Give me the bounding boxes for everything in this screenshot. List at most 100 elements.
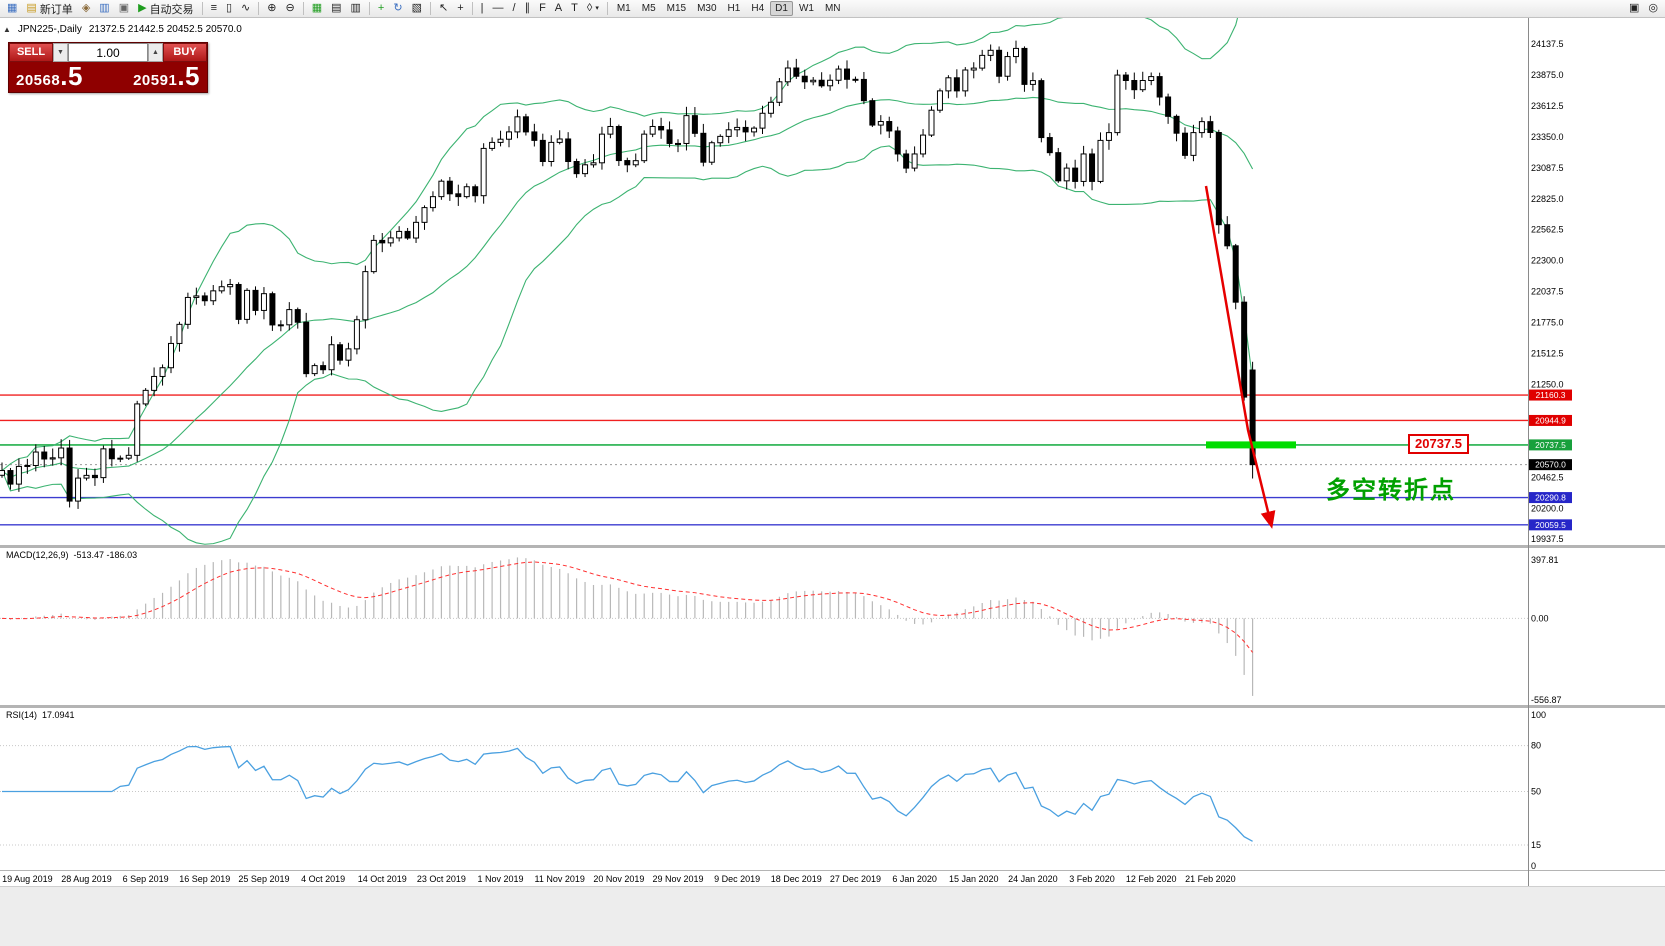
cursor-icon[interactable]: ↖ <box>435 1 452 17</box>
chart-ohlc-header: ▲ JPN225-,Daily 21372.5 21442.5 20452.5 … <box>3 24 242 35</box>
price-line-label <box>1529 519 1572 531</box>
arrange-windows-icon[interactable]: ▥ <box>347 1 365 17</box>
compass-icon: ◈ <box>81 2 91 14</box>
svg-text:20059.5: 20059.5 <box>1535 520 1566 530</box>
new-order-button[interactable]: ▤ 新订单 <box>22 1 76 17</box>
down-trend-arrow[interactable] <box>1204 185 1276 529</box>
autotrading-button[interactable]: ▶ 自动交易 <box>134 1 197 17</box>
market-watch-icon[interactable]: ▥ <box>95 1 113 17</box>
search-icon[interactable]: ◎ <box>1644 1 1662 17</box>
svg-text:12 Feb 2020: 12 Feb 2020 <box>1126 874 1177 884</box>
candlestick-chart-icon[interactable]: ▯ <box>222 1 236 17</box>
chevron-down-icon: ▾ <box>595 5 599 12</box>
price-line-label <box>1529 459 1572 471</box>
svg-text:16 Sep 2019: 16 Sep 2019 <box>179 874 230 884</box>
svg-text:21775.0: 21775.0 <box>1531 318 1564 328</box>
timeframe-m5[interactable]: M5 <box>637 1 661 16</box>
cascade-windows-icon[interactable]: ▤ <box>327 1 345 17</box>
horizontal-line-tool-icon[interactable]: — <box>489 1 508 17</box>
fibonacci-tool-icon[interactable]: F <box>535 1 550 17</box>
bar-chart-icon[interactable]: ≡ <box>207 1 221 17</box>
svg-text:20737.5: 20737.5 <box>1535 440 1566 450</box>
svg-text:100: 100 <box>1531 710 1546 720</box>
volume-up-button[interactable]: ▲ <box>148 43 163 62</box>
toolbar-separator <box>201 2 203 15</box>
lens-glyph-icon: ◎ <box>1648 2 1658 14</box>
timeframe-m15[interactable]: M15 <box>662 1 691 16</box>
trendline-tool-icon[interactable]: / <box>509 1 520 17</box>
main-toolbar: ▦ ▤ 新订单 ◈ ▥ ▣ ▶ 自动交易 ≡ ▯ ∿ ⊕ ⊖ ▦ ▤ ▥ + ↻… <box>0 0 1665 18</box>
collapse-panel-icon[interactable]: ▲ <box>3 25 11 34</box>
bollinger-lower-band[interactable] <box>1 145 1254 545</box>
vline-glyph-icon: | <box>480 2 484 14</box>
time-axis[interactable]: 19 Aug 2019 28 Aug 2019 6 Sep 2019 16 Sep 2… <box>2 874 1236 884</box>
channel-tool-icon[interactable]: ∥ <box>521 1 535 17</box>
panel-splitter[interactable] <box>0 705 1665 708</box>
svg-text:23875.0: 23875.0 <box>1531 70 1564 80</box>
chart-profile-icon[interactable]: ▣ <box>1625 1 1643 17</box>
macd-title: MACD(12,26,9) -513.47 -186.03 <box>6 550 138 560</box>
svg-text:397.81: 397.81 <box>1531 555 1559 565</box>
text-tool-icon[interactable]: A <box>551 1 566 17</box>
tile-windows-icon[interactable]: ▦ <box>308 1 326 17</box>
timeframe-mn[interactable]: MN <box>820 1 846 16</box>
svg-text:-556.87: -556.87 <box>1531 695 1562 705</box>
parallel-glyph-icon: ∥ <box>524 2 531 14</box>
bollinger-upper-band[interactable] <box>1 0 1253 471</box>
shapes-tool-icon[interactable]: ◊ ▾ <box>583 1 603 17</box>
toolbar-separator <box>471 2 473 15</box>
svg-text:3 Feb 2020: 3 Feb 2020 <box>1069 874 1115 884</box>
volume-down-button[interactable]: ▼ <box>53 43 68 62</box>
terminal-icon[interactable]: ▣ <box>115 1 133 17</box>
terminal-glyph-icon: ▣ <box>118 2 130 14</box>
minus-circle-icon: ⊖ <box>285 2 295 14</box>
volume-input[interactable] <box>68 43 148 62</box>
new-order-label: 新订单 <box>39 3 73 16</box>
timeframe-m30[interactable]: M30 <box>692 1 721 16</box>
svg-text:6 Jan 2020: 6 Jan 2020 <box>892 874 937 884</box>
rsi-line <box>2 745 1253 842</box>
sell-button[interactable]: SELL <box>9 43 53 62</box>
price-axis[interactable]: 24137.5 23875.0 23612.5 23350.0 23087.5 22825… <box>1529 39 1572 871</box>
zoom-out-icon[interactable]: ⊖ <box>281 1 298 17</box>
crosshair-icon[interactable]: + <box>453 1 467 17</box>
label-tool-icon[interactable]: T <box>567 1 582 17</box>
timeframe-d1[interactable]: D1 <box>770 1 793 16</box>
timeframe-h1[interactable]: H1 <box>723 1 746 16</box>
hline-glyph-icon: — <box>492 2 504 14</box>
ohlc-values: 21372.5 21442.5 20452.5 20570.0 <box>88 24 242 35</box>
periods-icon[interactable]: ↻ <box>389 1 406 17</box>
line-chart-icon[interactable]: ∿ <box>237 1 254 17</box>
zoom-in-icon[interactable]: ⊕ <box>263 1 280 17</box>
turning-point-annotation[interactable]: 多空转折点 <box>1326 477 1456 504</box>
vertical-line-tool-icon[interactable]: | <box>477 1 488 17</box>
main-price-plot <box>0 0 1528 545</box>
svg-text:21 Feb 2020: 21 Feb 2020 <box>1185 874 1236 884</box>
arrange-glyph-icon: ▥ <box>350 2 361 14</box>
triangle-up-icon: ▲ <box>152 49 159 56</box>
autotrading-label: 自动交易 <box>149 3 194 16</box>
buy-button[interactable]: BUY <box>163 43 207 62</box>
symbol-period-label: JPN225-,Daily <box>17 24 82 35</box>
timeframe-w1[interactable]: W1 <box>794 1 819 16</box>
svg-text:1 Nov 2019: 1 Nov 2019 <box>478 874 524 884</box>
chart-window-icon[interactable]: ▦ <box>3 1 21 17</box>
templates-icon[interactable]: ▧ <box>408 1 426 17</box>
navigator-icon[interactable]: ◈ <box>78 1 94 17</box>
timeframe-m1[interactable]: M1 <box>612 1 636 16</box>
svg-text:21512.5: 21512.5 <box>1531 349 1564 359</box>
new-order-icon: ▤ <box>26 2 37 14</box>
timeframe-h4[interactable]: H4 <box>746 1 769 16</box>
svg-text:19937.5: 19937.5 <box>1531 534 1564 544</box>
profile-glyph-icon: ▣ <box>1628 2 1640 14</box>
svg-text:4 Oct 2019: 4 Oct 2019 <box>301 874 345 884</box>
svg-text:14 Oct 2019: 14 Oct 2019 <box>358 874 407 884</box>
price-line-label <box>1529 389 1572 401</box>
indicators-icon[interactable]: + <box>374 1 388 17</box>
panel-splitter[interactable] <box>0 545 1665 548</box>
candlestick-series <box>0 40 1256 509</box>
pointer-glyph-icon: ↖ <box>438 2 449 14</box>
price-tag-annotation[interactable]: 20737.5 <box>1408 434 1469 454</box>
toolbar-separator <box>368 2 370 15</box>
